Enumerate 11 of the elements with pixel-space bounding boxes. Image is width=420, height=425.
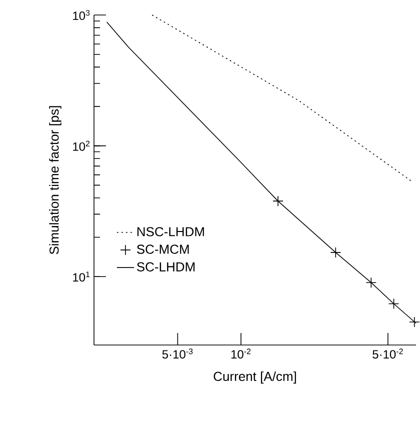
x-tick-label: 5·10$^{-3}$: [162, 348, 193, 359]
legend-label: SC-MCM: [136, 244, 189, 254]
legend-label: SC-LHDM: [136, 262, 195, 272]
x-axis-title: Current [A/cm]: [214, 371, 296, 384]
x-tick-label: 5·10$^{-2}$: [372, 348, 403, 359]
legend-label: NSC-LHDM: [137, 227, 204, 236]
y-tick-label: 10$^{3}$: [73, 10, 90, 20]
y-tick-label: 10$^{1}$: [73, 272, 90, 282]
y-tick-label: 10$^{2}$: [73, 140, 90, 151]
x-tick-label: 10$^{-2}$: [231, 348, 251, 359]
y-axis-title: Simulation time factor [ps]: [49, 106, 62, 254]
